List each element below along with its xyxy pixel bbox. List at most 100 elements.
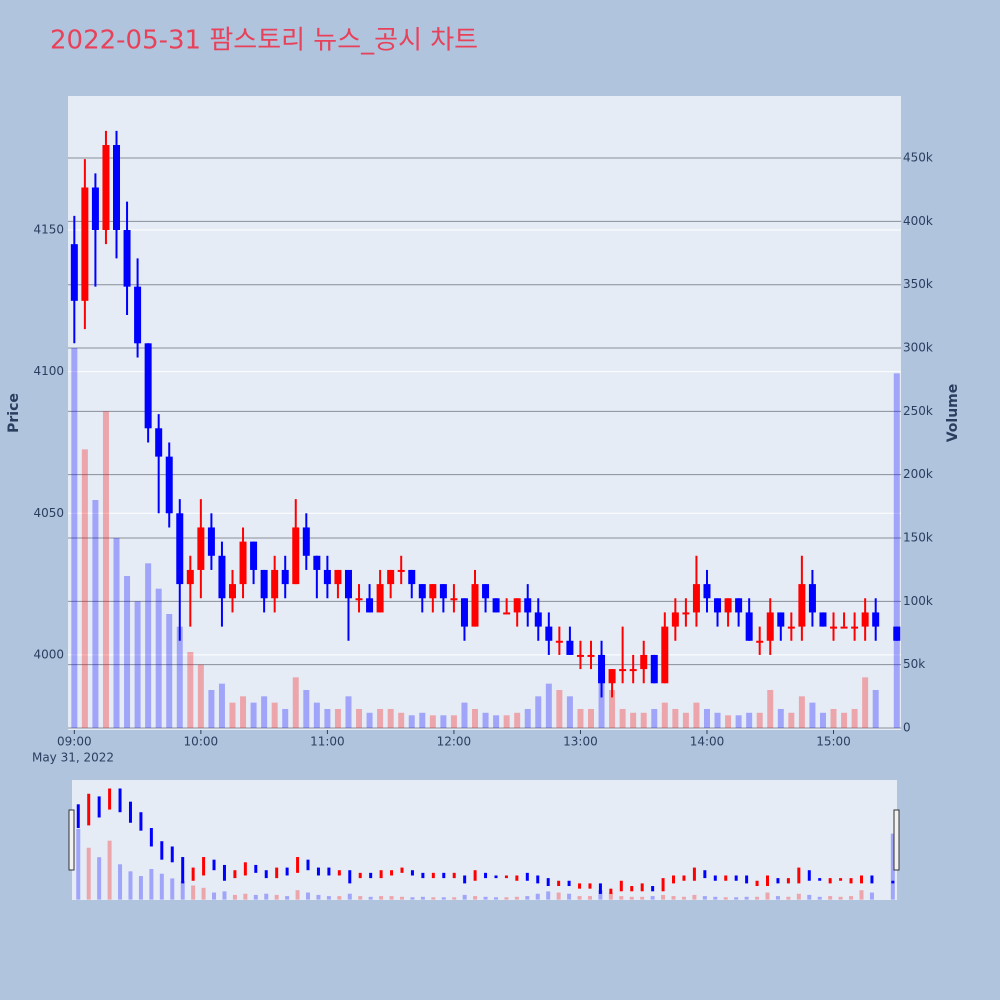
slider-volume-bar	[546, 891, 551, 900]
volume-bar	[788, 712, 795, 728]
volume-bar	[493, 715, 500, 728]
slider-volume-bar	[379, 896, 384, 900]
y2-tick-label: 250k	[903, 404, 933, 418]
candle-body	[830, 626, 838, 629]
volume-bar	[461, 702, 468, 728]
y2-tick-label: 200k	[903, 467, 933, 481]
volume-bar	[450, 715, 457, 728]
candle-body	[155, 428, 163, 457]
candle-body	[271, 569, 279, 599]
volume-bar	[862, 677, 869, 728]
candle-body	[861, 612, 869, 627]
candle-body	[450, 598, 458, 601]
volume-bar	[271, 702, 278, 728]
range-slider[interactable]	[72, 780, 897, 900]
slider-volume-bar	[640, 896, 645, 900]
candle-body	[640, 654, 648, 670]
volume-bar	[134, 601, 141, 728]
slider-volume-bar	[598, 890, 603, 900]
volume-bar	[703, 708, 710, 728]
candle-body	[102, 145, 110, 230]
candle-body	[808, 584, 816, 613]
candle-body	[545, 626, 553, 641]
volume-bar	[756, 712, 763, 728]
candle-body	[471, 584, 479, 627]
volume-bar	[440, 715, 447, 728]
volume-bar	[503, 715, 510, 728]
volume-bar	[250, 702, 257, 728]
candle-body	[260, 569, 268, 599]
y-tick-label: 4000	[33, 647, 64, 661]
candle-body	[408, 569, 416, 585]
candle-body	[482, 584, 490, 599]
volume-bar	[145, 563, 152, 728]
candle-body	[250, 541, 258, 570]
candle-body	[366, 598, 374, 613]
candle-body	[756, 640, 764, 643]
volume-bar	[535, 696, 542, 728]
candle-body	[334, 569, 342, 585]
candle-body	[123, 229, 131, 287]
volume-bar	[176, 626, 183, 728]
y-tick-label: 4100	[33, 364, 64, 378]
slider-volume-bar	[274, 894, 279, 900]
volume-bar	[630, 712, 637, 728]
volume-bar	[872, 689, 879, 728]
range-handle-left[interactable]	[68, 809, 75, 871]
volume-bar	[356, 708, 363, 728]
volume-bar	[229, 702, 236, 728]
slider-volume-bar	[159, 873, 164, 900]
y2-tick-label: 450k	[903, 151, 933, 165]
slider-volume-bar	[368, 896, 373, 900]
slider-volume-bar	[306, 892, 311, 900]
slider-volume-bar	[567, 893, 572, 900]
y2-axis-title: Volume	[945, 384, 961, 443]
slider-volume-bar	[473, 896, 478, 900]
volume-bar	[851, 708, 858, 728]
slider-volume-bar	[201, 887, 206, 900]
volume-bar	[714, 712, 721, 728]
candle-body	[587, 654, 595, 657]
slider-volume-bar	[253, 894, 258, 900]
volume-bar	[777, 708, 784, 728]
candle-body	[302, 527, 310, 556]
x-tick-label: 14:00	[690, 735, 725, 749]
slider-volume-bar	[128, 871, 133, 900]
volume-bar	[408, 715, 415, 728]
volume-bar	[661, 702, 668, 728]
y-tick-label: 4150	[33, 222, 64, 236]
candle-body	[619, 669, 627, 672]
slider-volume-bar	[775, 896, 780, 900]
volume-bar	[841, 712, 848, 728]
slider-volume-bar	[400, 896, 404, 900]
x-tick-label: 11:00	[310, 735, 345, 749]
volume-bar	[682, 712, 689, 728]
candle-body	[650, 654, 658, 684]
volume-bar	[113, 538, 120, 728]
candle-body	[576, 654, 584, 657]
candle-body	[70, 244, 78, 301]
slider-volume-bar	[608, 892, 613, 900]
slider-volume-bar	[420, 896, 425, 900]
slider-volume-bar	[692, 894, 697, 900]
candle-body	[439, 584, 447, 599]
candle-body	[840, 626, 848, 629]
slider-volume-bar	[744, 896, 749, 900]
slider-volume-bar	[807, 894, 812, 900]
volume-bar	[640, 712, 647, 728]
candle-body	[703, 584, 711, 599]
slider-volume-bar	[650, 896, 655, 900]
slider-volume-bar	[170, 878, 175, 900]
range-handle-right[interactable]	[893, 809, 900, 871]
volume-bar	[577, 708, 584, 728]
candle-body	[524, 598, 532, 613]
slider-volume-bar	[755, 896, 760, 900]
volume-bar	[71, 348, 78, 728]
y2-tick-label: 150k	[903, 531, 933, 545]
candle-body	[819, 612, 827, 627]
candle-body	[207, 527, 215, 556]
y2-tick-label: 100k	[903, 594, 933, 608]
candle-body	[197, 527, 205, 570]
slider-volume-bar	[462, 894, 467, 900]
candle-body	[724, 598, 732, 613]
